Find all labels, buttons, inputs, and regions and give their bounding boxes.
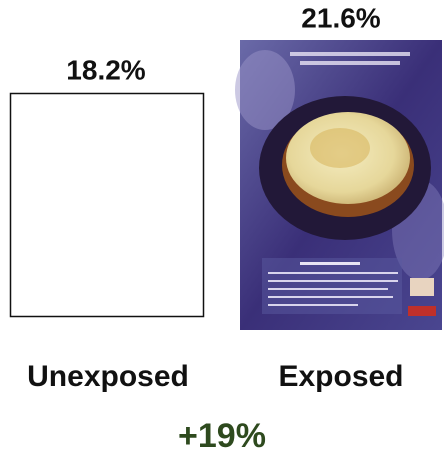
category-label: Exposed	[278, 360, 403, 393]
value-label: 18.2%	[66, 54, 145, 85]
ad-image	[235, 40, 444, 330]
unexposed-box	[9, 92, 205, 318]
category-label: Unexposed	[27, 360, 189, 393]
value-label: 21.6%	[301, 2, 380, 33]
lift-label: +19%	[178, 417, 266, 455]
